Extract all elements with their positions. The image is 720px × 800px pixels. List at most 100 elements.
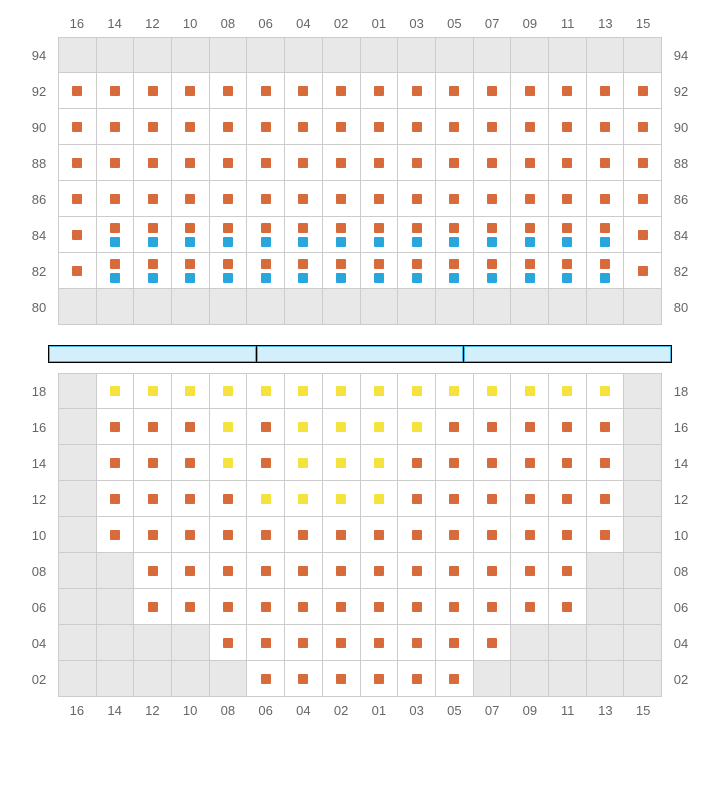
seat-cell[interactable] — [210, 445, 248, 481]
seat-cell[interactable] — [511, 409, 549, 445]
seat-cell[interactable] — [134, 73, 172, 109]
seat-cell[interactable] — [58, 109, 97, 145]
seat-cell[interactable] — [247, 589, 285, 625]
seat-cell[interactable] — [172, 409, 210, 445]
seat-cell[interactable] — [587, 181, 625, 217]
seat-cell[interactable] — [511, 217, 549, 253]
seat-cell[interactable] — [285, 253, 323, 289]
seat-cell[interactable] — [361, 625, 399, 661]
seat-cell[interactable] — [97, 253, 135, 289]
seat-cell[interactable] — [210, 253, 248, 289]
seat-cell[interactable] — [549, 217, 587, 253]
seat-cell[interactable] — [436, 445, 474, 481]
seat-cell[interactable] — [511, 73, 549, 109]
seat-cell[interactable] — [285, 625, 323, 661]
seat-cell[interactable] — [361, 661, 399, 697]
seat-cell[interactable] — [247, 409, 285, 445]
seat-cell[interactable] — [361, 553, 399, 589]
seat-cell[interactable] — [398, 589, 436, 625]
seat-cell[interactable] — [587, 517, 625, 553]
seat-cell[interactable] — [285, 517, 323, 553]
seat-cell[interactable] — [624, 181, 662, 217]
seat-cell[interactable] — [323, 661, 361, 697]
seat-cell[interactable] — [285, 661, 323, 697]
seat-cell[interactable] — [398, 253, 436, 289]
seat-cell[interactable] — [285, 73, 323, 109]
seat-cell[interactable] — [511, 481, 549, 517]
seat-cell[interactable] — [323, 109, 361, 145]
seat-cell[interactable] — [285, 481, 323, 517]
seat-cell[interactable] — [549, 589, 587, 625]
seat-cell[interactable] — [58, 73, 97, 109]
seat-cell[interactable] — [398, 481, 436, 517]
seat-cell[interactable] — [398, 73, 436, 109]
seat-cell[interactable] — [474, 589, 512, 625]
seat-cell[interactable] — [210, 73, 248, 109]
seat-cell[interactable] — [361, 409, 399, 445]
seat-cell[interactable] — [210, 517, 248, 553]
seat-cell[interactable] — [398, 217, 436, 253]
seat-cell[interactable] — [436, 589, 474, 625]
seat-cell[interactable] — [511, 589, 549, 625]
seat-cell[interactable] — [361, 253, 399, 289]
seat-cell[interactable] — [134, 445, 172, 481]
seat-cell[interactable] — [323, 145, 361, 181]
seat-cell[interactable] — [474, 517, 512, 553]
seat-cell[interactable] — [172, 109, 210, 145]
seat-cell[interactable] — [398, 409, 436, 445]
seat-cell[interactable] — [587, 373, 625, 409]
seat-cell[interactable] — [323, 553, 361, 589]
seat-cell[interactable] — [247, 373, 285, 409]
seat-cell[interactable] — [285, 145, 323, 181]
seat-cell[interactable] — [172, 73, 210, 109]
seat-cell[interactable] — [247, 625, 285, 661]
seat-cell[interactable] — [134, 373, 172, 409]
seat-cell[interactable] — [398, 445, 436, 481]
seat-cell[interactable] — [134, 253, 172, 289]
seat-cell[interactable] — [474, 145, 512, 181]
seat-cell[interactable] — [474, 253, 512, 289]
seat-cell[interactable] — [549, 145, 587, 181]
seat-cell[interactable] — [624, 73, 662, 109]
seat-cell[interactable] — [134, 145, 172, 181]
seat-cell[interactable] — [436, 181, 474, 217]
seat-cell[interactable] — [323, 73, 361, 109]
seat-cell[interactable] — [398, 517, 436, 553]
seat-cell[interactable] — [511, 181, 549, 217]
seat-cell[interactable] — [97, 517, 135, 553]
seat-cell[interactable] — [549, 517, 587, 553]
seat-cell[interactable] — [210, 373, 248, 409]
seat-cell[interactable] — [549, 73, 587, 109]
seat-cell[interactable] — [323, 373, 361, 409]
seat-cell[interactable] — [97, 445, 135, 481]
seat-cell[interactable] — [361, 373, 399, 409]
seat-cell[interactable] — [285, 217, 323, 253]
seat-cell[interactable] — [285, 445, 323, 481]
seat-cell[interactable] — [323, 181, 361, 217]
seat-cell[interactable] — [285, 181, 323, 217]
seat-cell[interactable] — [398, 145, 436, 181]
seat-cell[interactable] — [398, 625, 436, 661]
seat-cell[interactable] — [549, 373, 587, 409]
seat-cell[interactable] — [474, 445, 512, 481]
seat-cell[interactable] — [323, 481, 361, 517]
seat-cell[interactable] — [474, 109, 512, 145]
seat-cell[interactable] — [474, 181, 512, 217]
seat-cell[interactable] — [210, 553, 248, 589]
seat-cell[interactable] — [624, 145, 662, 181]
seat-cell[interactable] — [436, 373, 474, 409]
seat-cell[interactable] — [172, 181, 210, 217]
seat-cell[interactable] — [436, 217, 474, 253]
seat-cell[interactable] — [134, 217, 172, 253]
seat-cell[interactable] — [58, 253, 97, 289]
seat-cell[interactable] — [285, 553, 323, 589]
seat-cell[interactable] — [361, 517, 399, 553]
seat-cell[interactable] — [172, 553, 210, 589]
seat-cell[interactable] — [549, 109, 587, 145]
seat-cell[interactable] — [58, 145, 97, 181]
seat-cell[interactable] — [210, 625, 248, 661]
seat-cell[interactable] — [97, 217, 135, 253]
seat-cell[interactable] — [172, 145, 210, 181]
seat-cell[interactable] — [361, 217, 399, 253]
seat-cell[interactable] — [210, 181, 248, 217]
